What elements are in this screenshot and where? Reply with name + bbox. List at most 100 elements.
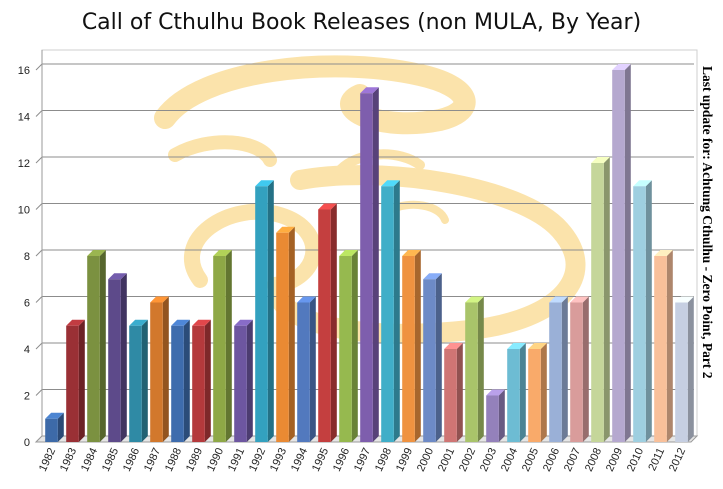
bar-front bbox=[66, 325, 79, 442]
bar-side bbox=[477, 296, 484, 442]
bar-front bbox=[339, 256, 352, 442]
bar-side bbox=[603, 157, 610, 442]
x-tick-label: 2002 bbox=[457, 446, 478, 473]
gridline-depth bbox=[35, 249, 43, 257]
bar-front bbox=[654, 256, 667, 442]
bar-front bbox=[108, 279, 121, 442]
x-tick-label: 1996 bbox=[331, 446, 352, 473]
x-tick-label: 1994 bbox=[289, 446, 310, 473]
y-tick-label: 0 bbox=[24, 437, 30, 449]
bar-top bbox=[675, 296, 694, 303]
bar-top bbox=[276, 226, 295, 233]
bar-side bbox=[183, 319, 190, 442]
bar-front bbox=[528, 349, 541, 442]
bar-side bbox=[141, 319, 148, 442]
bar-front bbox=[633, 186, 646, 442]
x-tick-label: 2012 bbox=[667, 446, 688, 473]
last-update-note: Last update for: Achtung Cthulhu - Zero … bbox=[700, 66, 715, 379]
bar-side bbox=[519, 343, 526, 442]
bar-2005 bbox=[528, 343, 547, 442]
bar-1989 bbox=[192, 319, 211, 442]
bar-front bbox=[612, 70, 625, 442]
bar-2004 bbox=[507, 343, 526, 442]
gridline-depth bbox=[35, 203, 43, 210]
bar-front bbox=[255, 186, 268, 442]
bar-top bbox=[129, 319, 148, 326]
bar-side bbox=[687, 296, 694, 442]
x-tick-label: 1988 bbox=[163, 446, 184, 473]
bar-front bbox=[465, 302, 478, 442]
bar-2001 bbox=[444, 343, 463, 442]
bar-top bbox=[423, 273, 442, 280]
bar-top bbox=[192, 319, 211, 326]
bars-layer bbox=[45, 64, 694, 442]
bar-1987 bbox=[150, 296, 169, 442]
bar-top bbox=[486, 389, 505, 396]
bar-1990 bbox=[213, 250, 232, 442]
bar-side bbox=[288, 226, 295, 442]
bar-side bbox=[435, 273, 442, 442]
x-tick-label: 2010 bbox=[625, 446, 646, 473]
bar-front bbox=[444, 349, 457, 442]
x-tick-label: 2011 bbox=[646, 446, 667, 473]
bar-front bbox=[192, 325, 205, 442]
bar-2010 bbox=[633, 180, 652, 442]
x-tick-label: 1985 bbox=[100, 446, 121, 473]
bar-top bbox=[654, 250, 673, 256]
x-tick-label: 2003 bbox=[478, 446, 499, 473]
bar-1982 bbox=[45, 412, 64, 442]
bar-1998 bbox=[381, 180, 400, 442]
bar-top bbox=[234, 319, 253, 326]
y-tick-label: 8 bbox=[24, 251, 30, 263]
x-tick-label: 1991 bbox=[226, 446, 247, 473]
x-tick-label: 1992 bbox=[247, 446, 268, 473]
bar-2000 bbox=[423, 273, 442, 442]
x-tick-label: 2009 bbox=[604, 446, 625, 473]
bar-2003 bbox=[486, 389, 505, 442]
bar-top bbox=[213, 250, 232, 256]
bar-1984 bbox=[87, 250, 106, 442]
bar-side bbox=[267, 180, 274, 442]
bar-top bbox=[45, 412, 64, 419]
bar-1995 bbox=[318, 203, 337, 442]
gridline-depth bbox=[35, 342, 43, 350]
bar-side bbox=[225, 250, 232, 442]
bar-front bbox=[402, 256, 415, 442]
bar-2012 bbox=[675, 296, 694, 442]
bar-2009 bbox=[612, 64, 631, 442]
bar-side bbox=[330, 203, 337, 442]
bar-front bbox=[570, 302, 583, 442]
y-tick-label: 16 bbox=[18, 65, 30, 77]
gridline-depth bbox=[35, 389, 43, 396]
bar-side bbox=[456, 343, 463, 442]
bar-side bbox=[372, 87, 379, 442]
gridline-depth bbox=[35, 110, 43, 117]
x-tick-label: 1998 bbox=[373, 446, 394, 473]
bar-1996 bbox=[339, 250, 358, 442]
bar-front bbox=[318, 209, 331, 442]
bar-front bbox=[45, 418, 58, 442]
bar-top bbox=[528, 343, 547, 349]
bar-side bbox=[540, 343, 547, 442]
bar-2008 bbox=[591, 157, 610, 442]
bar-top bbox=[612, 64, 631, 70]
bar-front bbox=[129, 325, 142, 442]
bar-front bbox=[591, 163, 604, 442]
bar-front bbox=[381, 186, 394, 442]
bar-side bbox=[99, 250, 106, 442]
bar-1997 bbox=[360, 87, 379, 442]
bar-2002 bbox=[465, 296, 484, 442]
bar-side bbox=[624, 64, 631, 442]
bar-top bbox=[297, 296, 316, 303]
chart-title: Call of Cthulhu Book Releases (non MULA,… bbox=[81, 10, 642, 35]
bar-front bbox=[549, 302, 562, 442]
bar-top bbox=[381, 180, 400, 187]
x-tick-label: 1989 bbox=[184, 446, 205, 473]
bar-1983 bbox=[66, 319, 85, 442]
bar-top bbox=[171, 319, 190, 326]
bar-side bbox=[414, 250, 421, 442]
y-tick-label: 4 bbox=[24, 344, 30, 356]
bar-side bbox=[561, 296, 568, 442]
